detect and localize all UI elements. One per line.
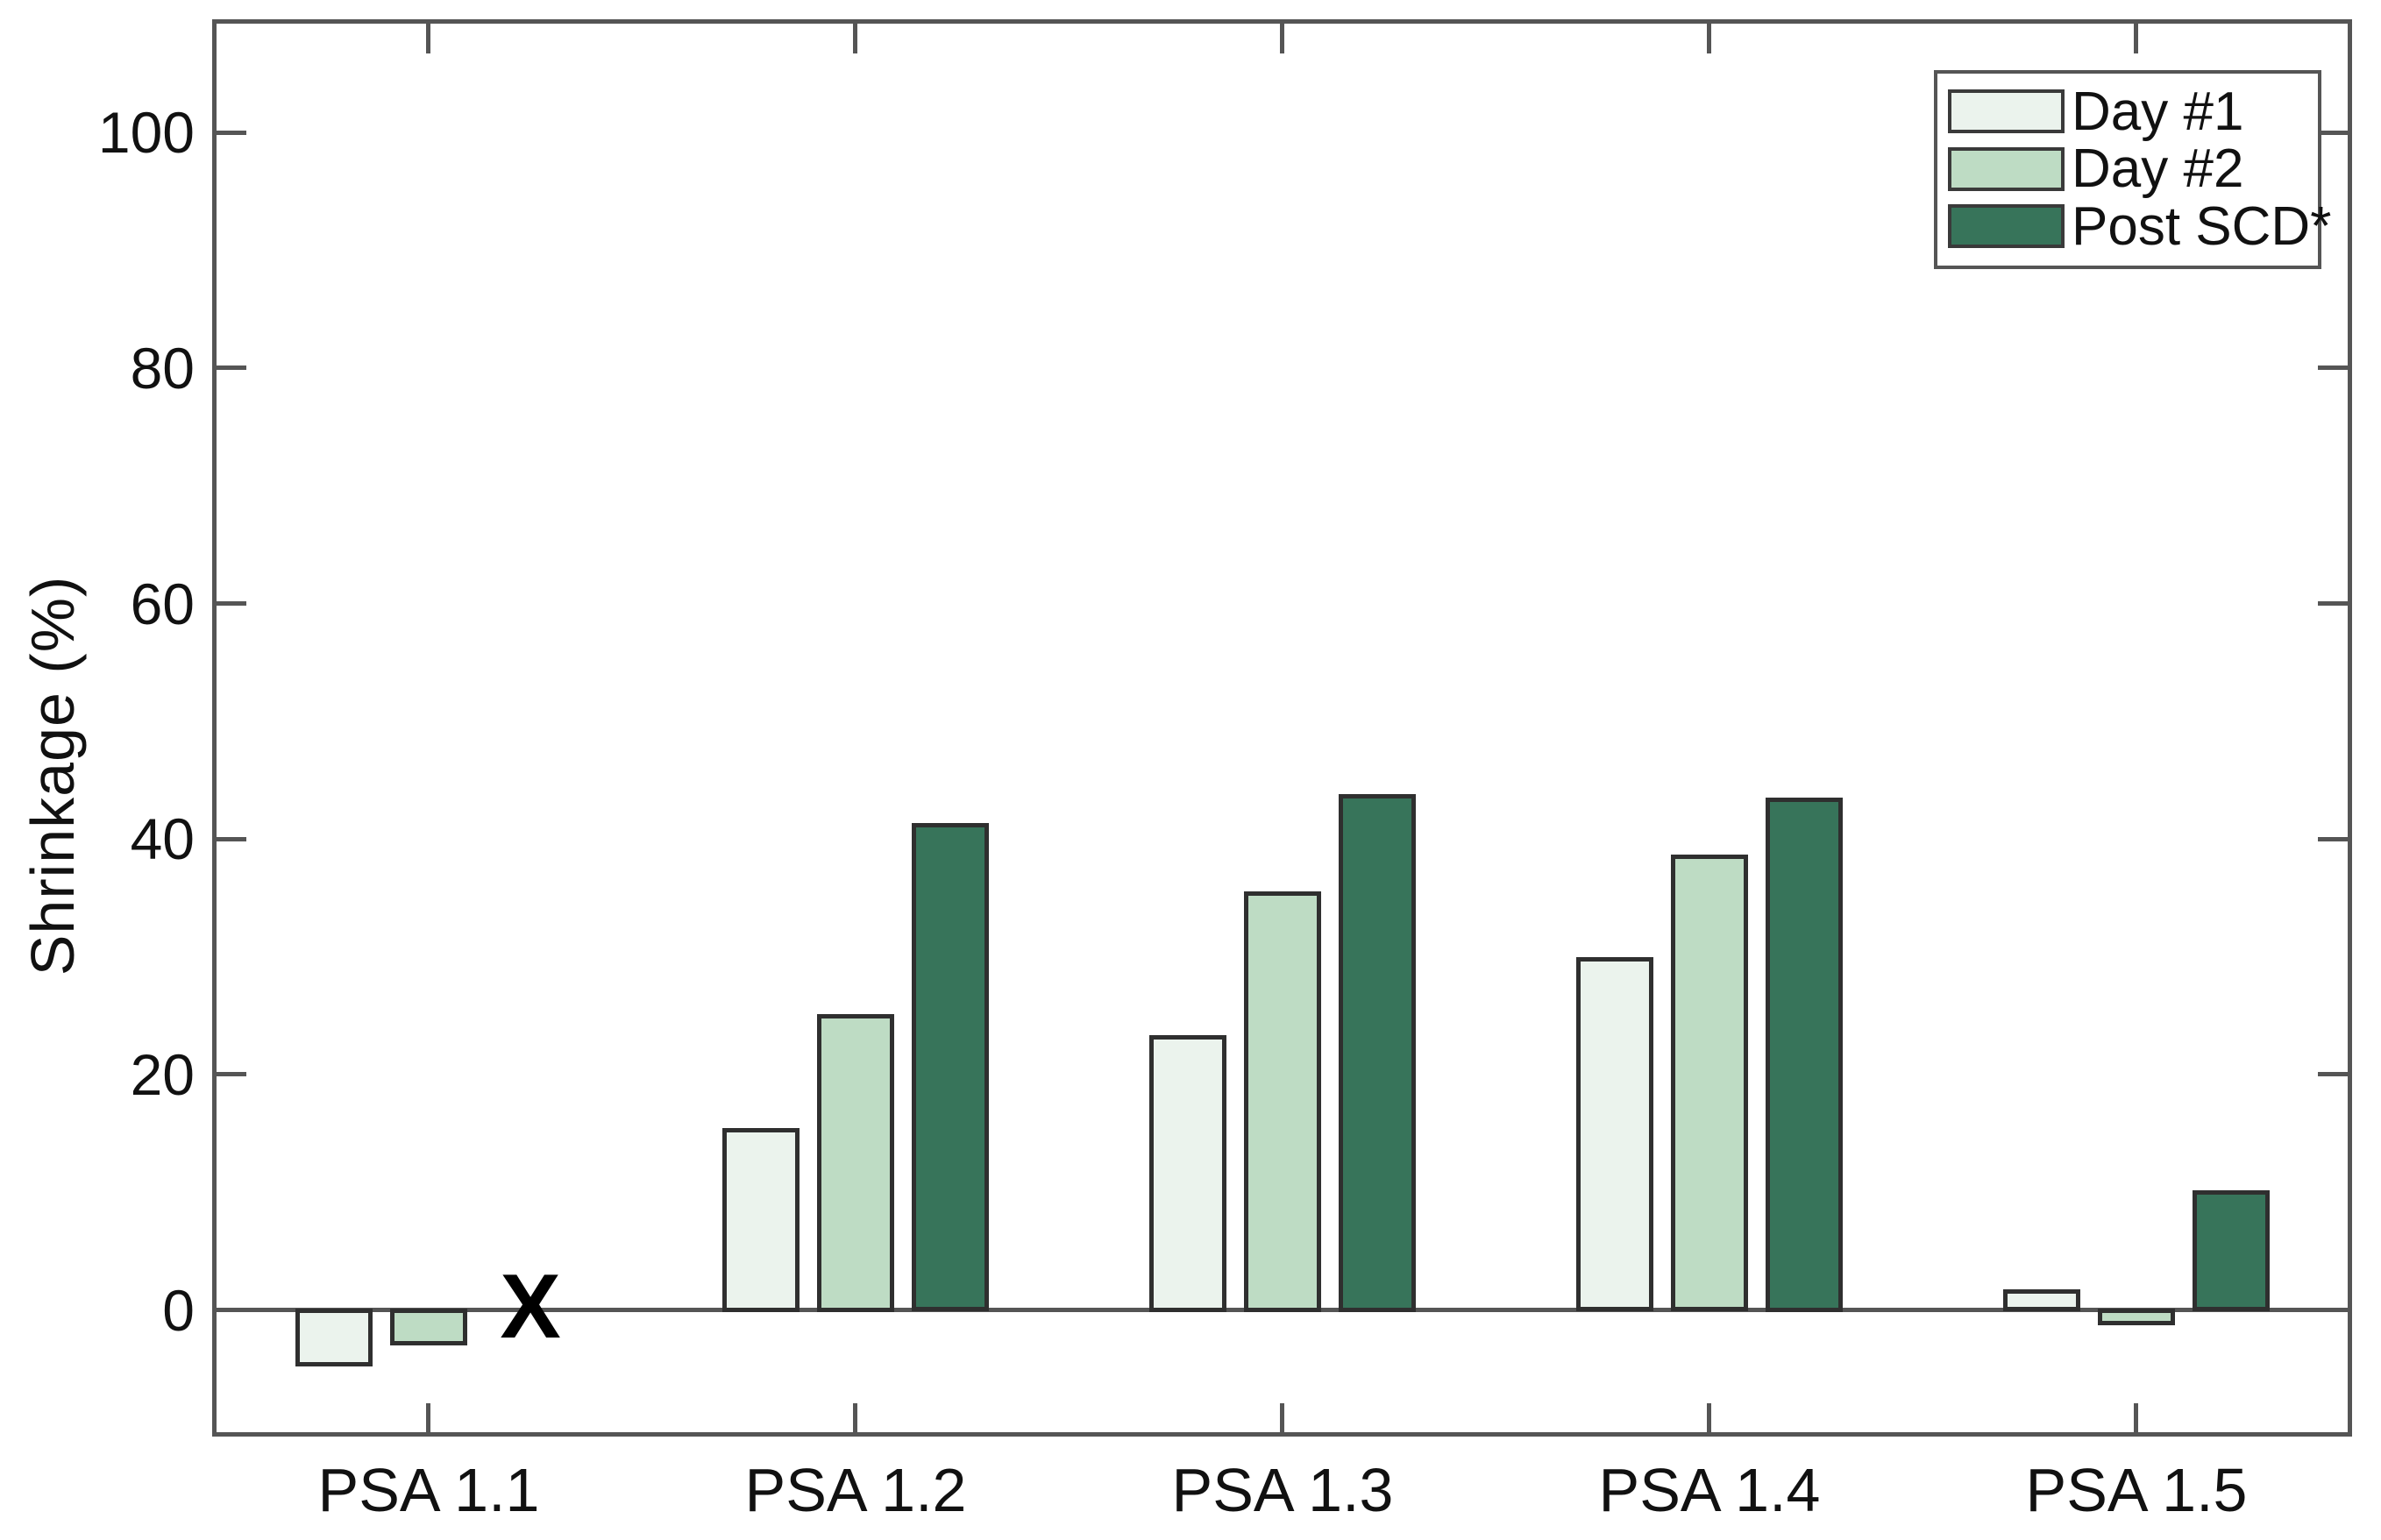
bar <box>1149 1035 1226 1312</box>
x-axis-tick-mirror <box>2134 24 2138 53</box>
missing-data-marker: X <box>500 1255 561 1358</box>
y-axis-tick-mirror <box>2318 131 2348 135</box>
x-tick-label: PSA 1.2 <box>744 1456 967 1524</box>
bar <box>1576 957 1653 1311</box>
y-tick-label: 100 <box>97 100 195 165</box>
y-tick-label: 20 <box>130 1042 195 1107</box>
bar <box>1671 855 1748 1311</box>
y-axis-tick-mirror <box>2318 837 2348 841</box>
bar <box>2098 1309 2175 1325</box>
bar <box>722 1128 800 1312</box>
bar <box>1244 891 1321 1312</box>
y-tick-label: 40 <box>130 806 195 871</box>
y-axis-tick <box>217 601 246 606</box>
legend-label-day2: Day #2 <box>2072 138 2244 199</box>
legend-item-post-scd: Post SCD* <box>1948 196 2331 257</box>
y-axis-tick <box>217 131 246 135</box>
x-axis-tick-mirror <box>426 24 430 53</box>
x-tick-label: PSA 1.5 <box>2025 1456 2248 1524</box>
legend-label-day1: Day #1 <box>2072 81 2244 142</box>
plot-frame <box>212 19 2352 1437</box>
x-axis-tick-mirror <box>1280 24 1284 53</box>
bar <box>2003 1289 2080 1311</box>
y-axis-tick-mirror <box>2318 601 2348 606</box>
legend-label-post-scd: Post SCD* <box>2072 195 2332 257</box>
bar <box>1766 798 1843 1312</box>
legend-swatch-post-scd <box>1948 204 2065 248</box>
x-axis-tick-mirror <box>853 24 857 53</box>
x-axis-tick <box>853 1403 857 1433</box>
legend-swatch-day1 <box>1948 89 2065 133</box>
y-axis-tick <box>217 365 246 370</box>
legend-item-day1: Day #1 <box>1948 82 2311 142</box>
y-axis-tick-mirror <box>2318 1072 2348 1076</box>
bar <box>1339 794 1416 1312</box>
x-axis-tick-mirror <box>1707 24 1711 53</box>
y-axis-tick <box>217 837 246 841</box>
bar <box>390 1309 467 1345</box>
legend-item-day2: Day #2 <box>1948 138 2311 199</box>
bar <box>912 823 989 1311</box>
y-tick-label: 80 <box>130 336 195 401</box>
x-axis-tick <box>2134 1403 2138 1433</box>
x-axis-tick <box>1280 1403 1284 1433</box>
y-axis-tick-mirror <box>2318 1308 2348 1312</box>
y-axis-title: Shrinkage (%) <box>18 575 87 976</box>
x-tick-label: PSA 1.1 <box>317 1456 540 1524</box>
x-tick-label: PSA 1.3 <box>1171 1456 1394 1524</box>
x-axis-tick <box>1707 1403 1711 1433</box>
y-axis-tick <box>217 1308 246 1312</box>
bar <box>295 1309 373 1366</box>
y-axis-tick-mirror <box>2318 365 2348 370</box>
legend-swatch-day2 <box>1948 146 2065 191</box>
bar <box>2193 1190 2270 1311</box>
legend: Day #1 Day #2 Post SCD* <box>1934 70 2331 269</box>
y-tick-label: 0 <box>162 1278 195 1343</box>
bar <box>817 1014 894 1312</box>
x-axis-tick <box>426 1403 430 1433</box>
y-tick-label: 60 <box>130 571 195 636</box>
y-axis-tick <box>217 1072 246 1076</box>
x-tick-label: PSA 1.4 <box>1598 1456 1821 1524</box>
